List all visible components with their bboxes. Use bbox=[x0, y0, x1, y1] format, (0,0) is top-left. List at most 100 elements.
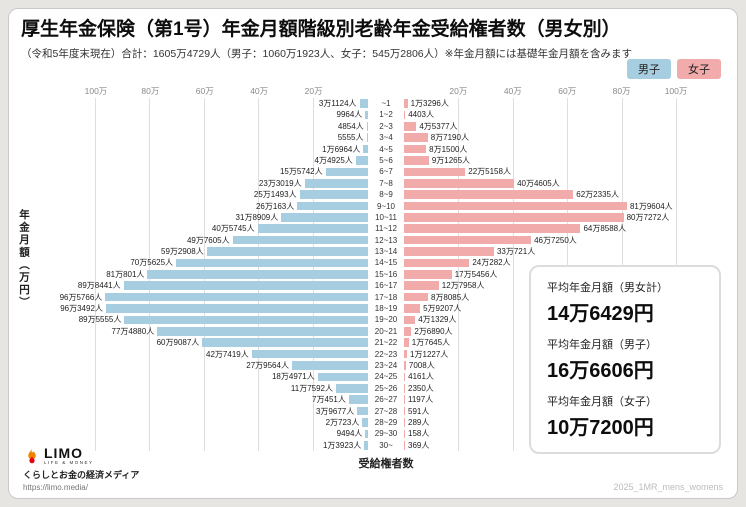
average-value-female: 10万7200円 bbox=[547, 417, 654, 439]
female-bar bbox=[404, 235, 532, 245]
male-bar bbox=[355, 156, 368, 165]
male-value-label: 4854人 bbox=[337, 121, 364, 131]
axis-tick-label: 60万 bbox=[558, 85, 577, 96]
pyramid-row: 7万451人 26~27 1197人 bbox=[47, 394, 725, 405]
female-value-label: 17万5456人 bbox=[454, 269, 498, 279]
male-cell: 49万7605人 bbox=[47, 234, 368, 245]
plot-area: 3万1124人 ~1 1万3296人 9964人 1~2 4403人 4854人 2~3 4万5… bbox=[47, 97, 725, 451]
male-cell: 70万5625人 bbox=[47, 257, 368, 268]
y-axis-label: 年金月額（万円） bbox=[18, 209, 30, 309]
female-cell: 1197人 bbox=[404, 394, 725, 405]
female-bar bbox=[404, 349, 408, 359]
female-cell: 24万282人 bbox=[404, 257, 725, 268]
pyramid-row: 25万1493人 8~9 62万2335人 bbox=[47, 189, 725, 200]
female-cell: 46万7250人 bbox=[404, 234, 725, 245]
male-value-label: 2万723人 bbox=[325, 417, 360, 427]
female-value-label: 369人 bbox=[408, 440, 430, 450]
male-cell: 4万4925人 bbox=[47, 155, 368, 166]
female-cell: 158人 bbox=[404, 428, 725, 439]
female-bar bbox=[404, 178, 515, 188]
category-label: 14~15 bbox=[374, 258, 398, 268]
female-cell: 8万7190人 bbox=[404, 132, 725, 143]
female-cell: 2350人 bbox=[404, 383, 725, 394]
female-value-label: 8万8085人 bbox=[430, 292, 470, 302]
female-value-label: 591人 bbox=[408, 406, 430, 416]
male-bar bbox=[365, 110, 368, 120]
female-cell: 8万1500人 bbox=[404, 143, 725, 154]
female-bar bbox=[404, 440, 405, 450]
category-label: 29~30 bbox=[374, 429, 398, 439]
legend-female: 女子 bbox=[677, 59, 721, 79]
male-value-label: 96万3492人 bbox=[60, 304, 103, 314]
female-value-label: 8万7190人 bbox=[430, 133, 469, 143]
male-value-label: 1万3923人 bbox=[322, 440, 362, 450]
x-axis-label: 受給権者数 bbox=[358, 457, 414, 470]
pyramid-row: 11万7592人 25~26 2350人 bbox=[47, 383, 725, 394]
category-label: 19~20 bbox=[374, 315, 398, 325]
male-bar bbox=[299, 190, 368, 199]
male-value-label: 77万4880人 bbox=[111, 326, 155, 336]
male-bar bbox=[297, 201, 368, 211]
male-value-label: 27万9564人 bbox=[246, 360, 289, 370]
female-value-label: 24万282人 bbox=[472, 258, 511, 268]
gridline bbox=[94, 97, 96, 451]
male-value-label: 31万8909人 bbox=[235, 212, 279, 222]
female-value-label: 9万1265人 bbox=[431, 155, 471, 165]
female-bar bbox=[404, 190, 574, 199]
axis-tick-label: 20万 bbox=[449, 85, 468, 96]
female-cell: 9万1265人 bbox=[404, 155, 725, 166]
male-cell: 25万1493人 bbox=[47, 189, 368, 200]
female-bar bbox=[404, 372, 406, 382]
female-bar bbox=[404, 144, 427, 154]
pyramid-row: 31万8909人 10~11 80万7272人 bbox=[47, 212, 725, 223]
category-label: 2~3 bbox=[379, 121, 393, 131]
female-cell: 1万7645人 bbox=[404, 337, 725, 348]
female-cell: 4403人 bbox=[404, 109, 725, 120]
male-value-label: 96万5766人 bbox=[59, 292, 103, 302]
average-box: 平均年金月額（男女計） 14万6429円 平均年金月額（男子） 16万6606円… bbox=[529, 265, 721, 454]
female-value-label: 62万2335人 bbox=[576, 190, 619, 200]
male-cell: 15万5742人 bbox=[47, 166, 368, 177]
male-cell: 42万7419人 bbox=[47, 348, 368, 359]
brand-url[interactable]: https://limo.media/ bbox=[23, 483, 88, 492]
legend: 男子 女子 bbox=[627, 59, 721, 79]
pyramid-row: 1万3923人 30~ 369人 bbox=[47, 440, 725, 451]
male-bar bbox=[281, 213, 368, 222]
female-cell: 2万6890人 bbox=[404, 326, 725, 337]
male-bar bbox=[357, 406, 368, 416]
category-label: 21~22 bbox=[374, 338, 398, 348]
female-cell: 369人 bbox=[404, 440, 725, 451]
pyramid-row: 3万9677人 27~28 591人 bbox=[47, 405, 725, 416]
male-bar bbox=[257, 224, 368, 234]
male-value-label: 60万9087人 bbox=[156, 338, 200, 348]
category-label: 12~13 bbox=[374, 235, 398, 245]
female-value-label: 158人 bbox=[408, 429, 430, 439]
female-value-label: 8万1500人 bbox=[429, 144, 468, 154]
female-cell: 64万8588人 bbox=[404, 223, 725, 234]
page-subtitle: （令和5年度末現在）合計：1605万4729人（男子：1060万1923人、女子… bbox=[21, 47, 632, 60]
female-bar bbox=[404, 224, 581, 234]
female-bar bbox=[404, 304, 421, 313]
male-cell: 9964人 bbox=[47, 109, 368, 120]
male-cell: 31万8909人 bbox=[47, 212, 368, 223]
male-cell: 89万8441人 bbox=[47, 280, 368, 291]
male-bar bbox=[232, 235, 368, 245]
female-cell: 591人 bbox=[404, 405, 725, 416]
female-value-label: 33万721人 bbox=[496, 247, 536, 257]
category-label: 6~7 bbox=[379, 167, 393, 177]
female-value-label: 12万7958人 bbox=[441, 281, 485, 291]
male-value-label: 59万2908人 bbox=[161, 247, 204, 257]
female-bar bbox=[404, 418, 405, 427]
category-label: 27~28 bbox=[374, 406, 398, 416]
male-bar bbox=[317, 372, 368, 382]
pyramid-chart: 20万 40万 60万 80万 100万 20万 40万 60万 80万 100万 3万1124… bbox=[47, 85, 725, 471]
pyramid-row: 96万5766人 17~18 8万8085人 bbox=[47, 291, 725, 302]
female-cell: 8万8085人 bbox=[404, 291, 725, 302]
male-cell: 1万3923人 bbox=[47, 440, 368, 451]
female-bar bbox=[404, 201, 627, 211]
male-cell: 60万9087人 bbox=[47, 337, 368, 348]
limo-flame-icon bbox=[23, 446, 41, 464]
pyramid-row: 4854人 2~3 4万5377人 bbox=[47, 121, 725, 132]
male-bar bbox=[348, 395, 368, 404]
male-bar bbox=[304, 178, 368, 188]
